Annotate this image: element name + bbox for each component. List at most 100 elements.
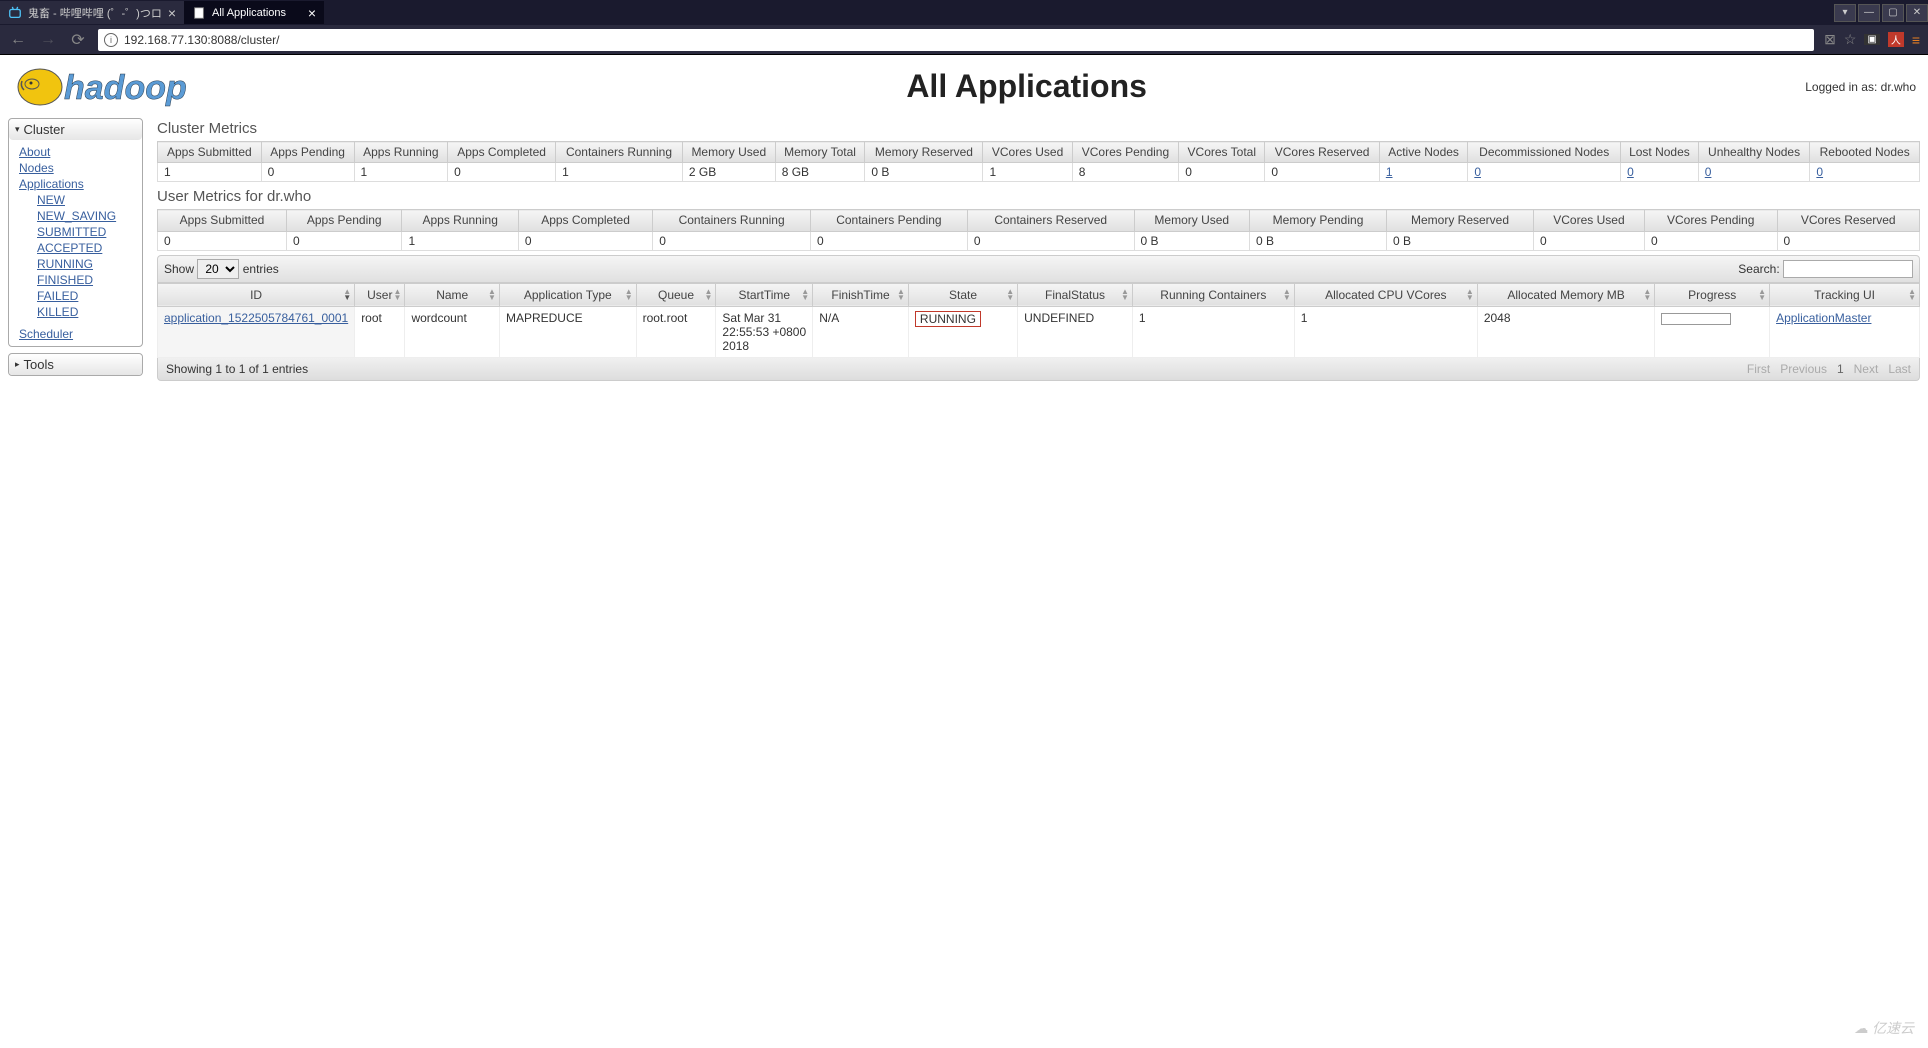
col-finalstatus[interactable]: FinalStatus▲▼ bbox=[1018, 283, 1133, 306]
col-header[interactable]: Memory Total bbox=[775, 142, 865, 163]
col-header[interactable]: Containers Running bbox=[556, 142, 683, 163]
cell: 0 bbox=[1179, 163, 1265, 182]
cell-runningcontainers: 1 bbox=[1132, 307, 1294, 358]
col-name[interactable]: Name▲▼ bbox=[405, 283, 500, 306]
forward-icon[interactable]: → bbox=[38, 31, 58, 49]
col-finishtime[interactable]: FinishTime▲▼ bbox=[813, 283, 909, 306]
col-id[interactable]: ID▲▼ bbox=[158, 283, 355, 306]
pager-first[interactable]: First bbox=[1747, 362, 1770, 376]
col-header[interactable]: VCores Used bbox=[983, 142, 1072, 163]
sidebar-link-new[interactable]: NEW bbox=[37, 192, 132, 208]
col-header[interactable]: Decommissioned Nodes bbox=[1468, 142, 1621, 163]
col-header[interactable]: Apps Pending bbox=[261, 142, 354, 163]
col-trackingui[interactable]: Tracking UI▲▼ bbox=[1770, 283, 1920, 306]
col-header[interactable]: Rebooted Nodes bbox=[1810, 142, 1920, 163]
sort-icon: ▲▼ bbox=[1466, 289, 1474, 301]
minimize-icon[interactable]: — bbox=[1858, 4, 1880, 22]
col-runningcontainers[interactable]: Running Containers▲▼ bbox=[1132, 283, 1294, 306]
col-header[interactable]: Memory Used bbox=[1134, 210, 1249, 231]
col-header[interactable]: Lost Nodes bbox=[1621, 142, 1699, 163]
url-input[interactable]: i 192.168.77.130:8088/cluster/ bbox=[98, 29, 1814, 51]
active-nodes-link[interactable]: 1 bbox=[1386, 165, 1393, 179]
menu-icon[interactable]: ≡ bbox=[1912, 32, 1920, 48]
info-icon[interactable]: i bbox=[104, 33, 118, 47]
col-header[interactable]: Unhealthy Nodes bbox=[1698, 142, 1810, 163]
browser-tab-active[interactable]: All Applications × bbox=[184, 1, 324, 24]
maximize-icon[interactable]: ▢ bbox=[1882, 4, 1904, 22]
col-queue[interactable]: Queue▲▼ bbox=[636, 283, 716, 306]
unhealthy-nodes-link[interactable]: 0 bbox=[1705, 165, 1712, 179]
sidebar-link-submitted[interactable]: SUBMITTED bbox=[37, 224, 132, 240]
decom-nodes-link[interactable]: 0 bbox=[1474, 165, 1481, 179]
col-header[interactable]: VCores Reserved bbox=[1265, 142, 1380, 163]
pager-page[interactable]: 1 bbox=[1837, 362, 1844, 376]
col-header[interactable]: Memory Used bbox=[682, 142, 775, 163]
col-header[interactable]: Apps Completed bbox=[448, 142, 556, 163]
col-header[interactable]: VCores Total bbox=[1179, 142, 1265, 163]
back-icon[interactable]: ← bbox=[8, 31, 28, 49]
tracking-ui-link[interactable]: ApplicationMaster bbox=[1776, 311, 1871, 325]
translate-icon[interactable]: ⊠ bbox=[1824, 31, 1836, 48]
sidebar-link-failed[interactable]: FAILED bbox=[37, 288, 132, 304]
col-header[interactable]: Containers Pending bbox=[810, 210, 967, 231]
extension-icon[interactable]: ▣ bbox=[1864, 34, 1879, 45]
close-icon[interactable]: × bbox=[168, 5, 176, 21]
sidebar-link-finished[interactable]: FINISHED bbox=[37, 272, 132, 288]
col-alloccpu[interactable]: Allocated CPU VCores▲▼ bbox=[1294, 283, 1477, 306]
close-icon[interactable]: × bbox=[308, 5, 316, 21]
col-state[interactable]: State▲▼ bbox=[908, 283, 1017, 306]
table-row: application_1522505784761_0001 root word… bbox=[158, 307, 1920, 358]
col-header[interactable]: Containers Running bbox=[653, 210, 811, 231]
col-header[interactable]: VCores Pending bbox=[1072, 142, 1179, 163]
sidebar-link-new-saving[interactable]: NEW_SAVING bbox=[37, 208, 132, 224]
sidebar-link-about[interactable]: About bbox=[19, 144, 132, 160]
sidebar-link-scheduler[interactable]: Scheduler bbox=[19, 326, 132, 342]
hadoop-logo[interactable]: hadoop bbox=[8, 59, 248, 114]
sidebar-link-applications[interactable]: Applications bbox=[19, 176, 132, 192]
cluster-metrics-title: Cluster Metrics bbox=[157, 120, 1920, 137]
pager-prev[interactable]: Previous bbox=[1780, 362, 1827, 376]
col-header[interactable]: Apps Completed bbox=[518, 210, 652, 231]
pager-next[interactable]: Next bbox=[1854, 362, 1879, 376]
col-header[interactable]: VCores Used bbox=[1533, 210, 1644, 231]
page-length-select[interactable]: 20 bbox=[197, 259, 239, 279]
col-header[interactable]: Apps Submitted bbox=[158, 210, 287, 231]
sidebar-link-accepted[interactable]: ACCEPTED bbox=[37, 240, 132, 256]
col-header[interactable]: VCores Reserved bbox=[1777, 210, 1920, 231]
sort-icon: ▲▼ bbox=[704, 289, 712, 301]
bookmark-icon[interactable]: ☆ bbox=[1844, 31, 1857, 48]
app-id-link[interactable]: application_1522505784761_0001 bbox=[164, 311, 348, 325]
col-header[interactable]: VCores Pending bbox=[1644, 210, 1777, 231]
col-header[interactable]: Apps Running bbox=[402, 210, 518, 231]
col-header[interactable]: Memory Reserved bbox=[1387, 210, 1534, 231]
sidebar-link-nodes[interactable]: Nodes bbox=[19, 160, 132, 176]
sidebar-cluster-header[interactable]: ▾ Cluster bbox=[9, 119, 142, 140]
browser-tab-inactive[interactable]: 鬼畜 - 哔哩哔哩 (゜-゜)つロ × bbox=[0, 1, 184, 24]
lost-nodes-link[interactable]: 0 bbox=[1627, 165, 1634, 179]
sidebar-link-running[interactable]: RUNNING bbox=[37, 256, 132, 272]
sort-icon: ▲▼ bbox=[1758, 289, 1766, 301]
user-icon[interactable]: ▾ bbox=[1834, 4, 1856, 22]
sidebar-link-killed[interactable]: KILLED bbox=[37, 304, 132, 320]
col-user[interactable]: User▲▼ bbox=[355, 283, 405, 306]
col-apptype[interactable]: Application Type▲▼ bbox=[499, 283, 636, 306]
col-allocmem[interactable]: Allocated Memory MB▲▼ bbox=[1477, 283, 1654, 306]
col-header[interactable]: Apps Running bbox=[354, 142, 448, 163]
cell: 0 B bbox=[865, 163, 983, 182]
close-window-icon[interactable]: ✕ bbox=[1906, 4, 1928, 22]
search-input[interactable] bbox=[1783, 260, 1913, 278]
pager-last[interactable]: Last bbox=[1888, 362, 1911, 376]
col-header[interactable]: Memory Reserved bbox=[865, 142, 983, 163]
col-header[interactable]: Containers Reserved bbox=[967, 210, 1134, 231]
col-header[interactable]: Apps Submitted bbox=[158, 142, 262, 163]
col-header[interactable]: Memory Pending bbox=[1250, 210, 1387, 231]
sidebar-tools-header[interactable]: ▸ Tools bbox=[9, 354, 142, 375]
reload-icon[interactable]: ⟳ bbox=[68, 30, 88, 50]
col-starttime[interactable]: StartTime▲▼ bbox=[716, 283, 813, 306]
pdf-icon[interactable]: 人 bbox=[1888, 32, 1904, 47]
rebooted-nodes-link[interactable]: 0 bbox=[1816, 165, 1823, 179]
col-header[interactable]: Apps Pending bbox=[286, 210, 402, 231]
pager: First Previous 1 Next Last bbox=[1747, 362, 1911, 376]
col-progress[interactable]: Progress▲▼ bbox=[1655, 283, 1770, 306]
col-header[interactable]: Active Nodes bbox=[1379, 142, 1467, 163]
